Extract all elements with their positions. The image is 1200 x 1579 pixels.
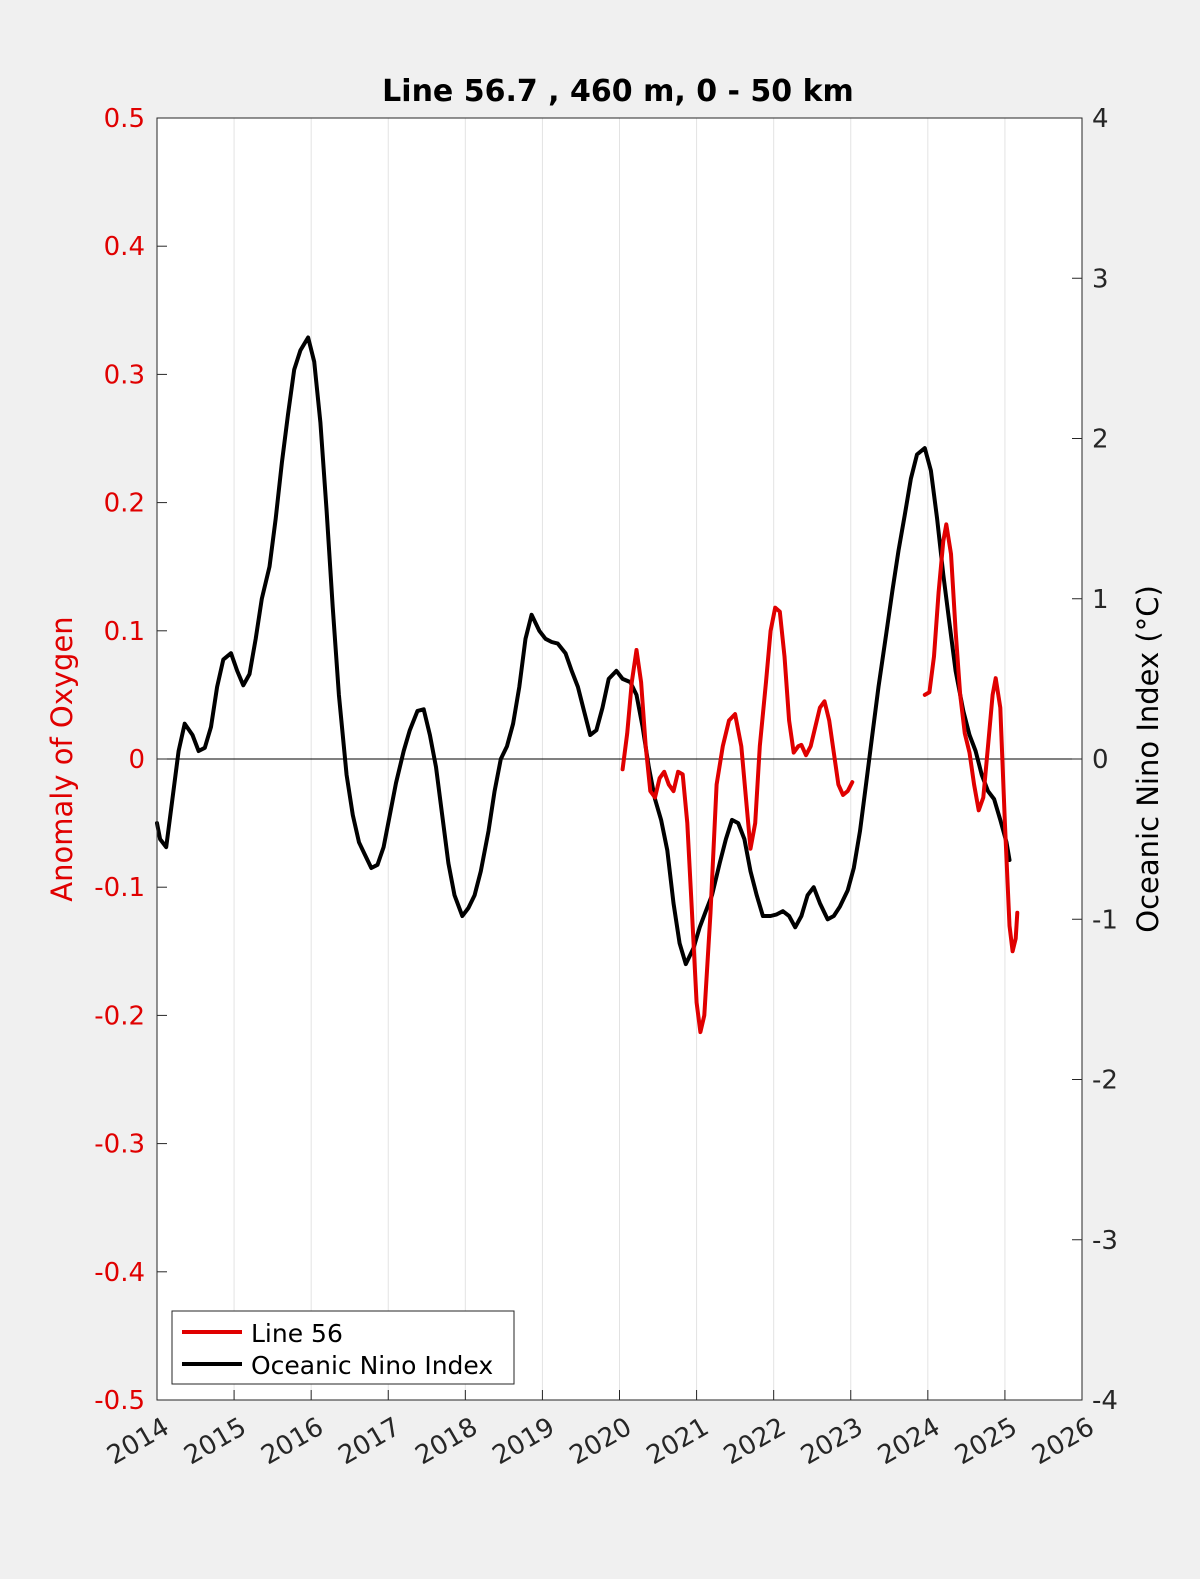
left-tick-label-0.1: 0.1: [104, 617, 145, 647]
left-axis-label: Anomaly of Oxygen: [45, 616, 79, 901]
right-tick-label-2: 2: [1092, 425, 1109, 455]
left-tick-label-0: 0: [128, 745, 145, 775]
legend: Line 56 Oceanic Nino Index: [171, 1310, 515, 1385]
chart-title: Line 56.7 , 460 m, 0 - 50 km: [382, 74, 854, 109]
right-tick-label-3: 3: [1092, 264, 1109, 294]
left-tick-label--0.4: -0.4: [94, 1258, 145, 1288]
right-tick-label--1: -1: [1092, 905, 1118, 935]
left-tick-label-0.5: 0.5: [104, 104, 145, 134]
left-tick-label--0.2: -0.2: [94, 1001, 145, 1031]
left-tick-label-0.2: 0.2: [104, 489, 145, 519]
right-tick-label-1: 1: [1092, 585, 1109, 615]
right-tick-label--3: -3: [1092, 1226, 1118, 1256]
right-axis-label: Oceanic Nino Index (°C): [1131, 585, 1165, 933]
legend-label-oni: Oceanic Nino Index: [251, 1351, 493, 1380]
legend-label-line-56: Line 56: [251, 1319, 343, 1348]
legend-box: [171, 1310, 515, 1385]
left-tick-label-0.4: 0.4: [104, 232, 145, 262]
right-axis: -4 -3 -2 -1 0 1 2 3 4: [1072, 104, 1118, 1416]
right-tick-label-4: 4: [1092, 104, 1109, 134]
left-tick-label--0.1: -0.1: [94, 873, 145, 903]
series-layer: [155, 335, 1020, 1035]
left-tick-label--0.3: -0.3: [94, 1130, 145, 1160]
right-tick-label-0: 0: [1092, 745, 1109, 775]
series-oceanic-nino-index-segment-0: [155, 335, 1012, 967]
left-axis: -0.5 -0.4 -0.3 -0.2 -0.1 0 0.1 0.2 0.3 0.4 0.5: [94, 104, 167, 1416]
left-tick-label-0.3: 0.3: [104, 360, 145, 390]
left-tick-label--0.5: -0.5: [94, 1386, 145, 1416]
right-tick-label--4: -4: [1092, 1386, 1118, 1416]
series-line-56-segment-1: [922, 522, 1020, 954]
series-line-56-segment-0: [620, 605, 855, 1035]
right-tick-label--2: -2: [1092, 1066, 1118, 1096]
